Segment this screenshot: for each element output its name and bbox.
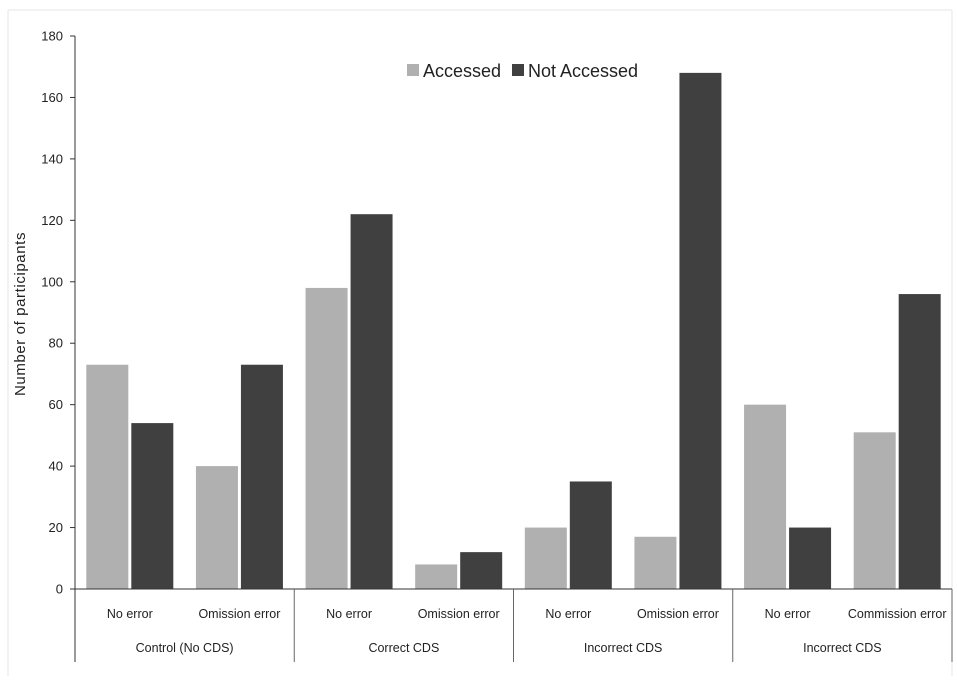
bar-not-accessed bbox=[569, 481, 612, 589]
bar-not-accessed bbox=[679, 72, 722, 589]
y-tick-label: 40 bbox=[49, 459, 63, 474]
legend-label-accessed: Accessed bbox=[423, 61, 501, 81]
x-category-label: No error bbox=[765, 607, 811, 621]
bar-not-accessed bbox=[460, 552, 503, 589]
bar-not-accessed bbox=[350, 214, 393, 589]
y-axis-label: Number of participants bbox=[12, 232, 29, 396]
bar-not-accessed bbox=[789, 527, 832, 589]
bar-accessed bbox=[86, 364, 129, 589]
bar-not-accessed bbox=[240, 364, 283, 589]
x-category-label: Omission error bbox=[418, 607, 500, 621]
bar-accessed bbox=[524, 527, 567, 589]
y-axis: 0 20 40 60 80 100 120 140 160 180 bbox=[41, 29, 76, 662]
y-tick-label: 100 bbox=[41, 274, 63, 289]
legend-swatch-accessed bbox=[407, 64, 419, 76]
x-category-label: Omission error bbox=[637, 607, 719, 621]
x-group-label: Incorrect CDS bbox=[803, 641, 882, 655]
y-tick-label: 140 bbox=[41, 151, 63, 166]
bar-accessed bbox=[195, 466, 238, 589]
y-tick-label: 0 bbox=[56, 582, 63, 597]
y-tick-label: 20 bbox=[49, 520, 63, 535]
y-tick-label: 80 bbox=[49, 336, 63, 351]
legend: Accessed Not Accessed bbox=[407, 61, 638, 81]
y-tick-label: 160 bbox=[41, 90, 63, 105]
x-category-label: Omission error bbox=[198, 607, 280, 621]
x-group-label: Correct CDS bbox=[368, 641, 439, 655]
x-category-label: No error bbox=[545, 607, 591, 621]
bar-accessed bbox=[305, 287, 348, 589]
y-tick-label: 60 bbox=[49, 397, 63, 412]
bar-accessed bbox=[415, 564, 458, 589]
bar-not-accessed bbox=[131, 423, 174, 589]
legend-swatch-not-accessed bbox=[512, 64, 524, 76]
bar-accessed bbox=[744, 404, 787, 589]
x-group-label: Incorrect CDS bbox=[584, 641, 663, 655]
bar-accessed bbox=[634, 536, 677, 589]
bar-accessed bbox=[853, 432, 896, 589]
y-tick-label: 180 bbox=[41, 29, 63, 44]
legend-label-not-accessed: Not Accessed bbox=[528, 61, 638, 81]
bars bbox=[86, 72, 941, 589]
y-tick-label: 120 bbox=[41, 213, 63, 228]
x-category-label: Commission error bbox=[848, 607, 947, 621]
bar-not-accessed bbox=[898, 294, 941, 589]
x-category-label: No error bbox=[326, 607, 372, 621]
x-axis: No error Omission error No error Omission e… bbox=[75, 588, 953, 662]
x-group-label: Control (No CDS) bbox=[136, 641, 234, 655]
x-category-label: No error bbox=[107, 607, 153, 621]
